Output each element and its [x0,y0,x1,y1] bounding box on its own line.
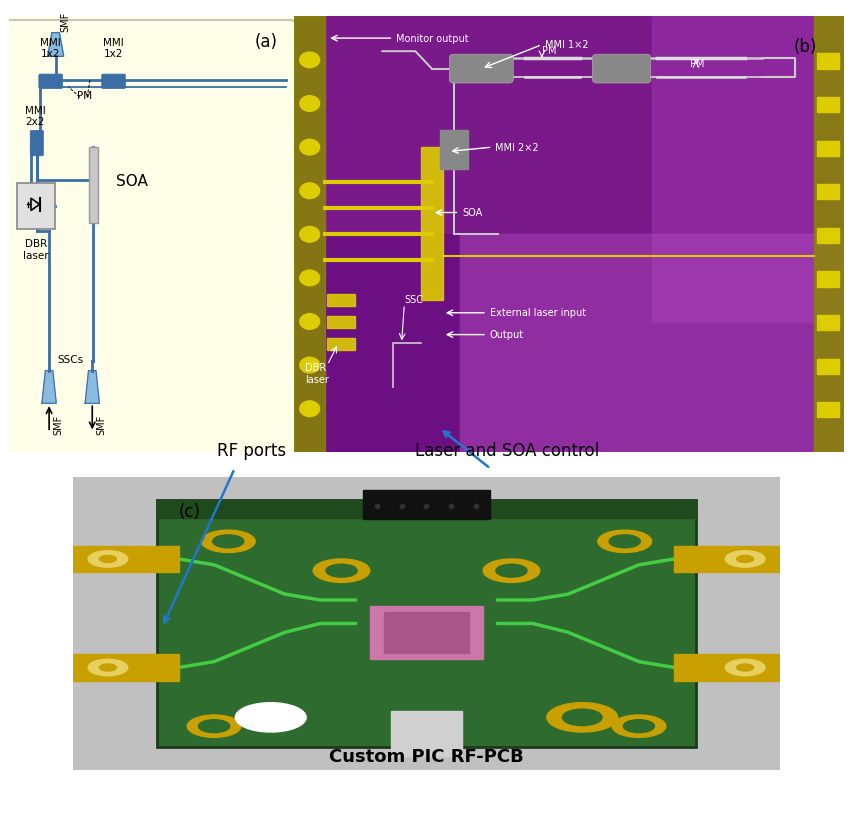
Bar [816,315,838,330]
Bar [327,316,354,328]
Bar [816,184,838,200]
Bar [370,606,482,659]
Circle shape [235,703,306,732]
Text: DBR
laser: DBR laser [305,363,329,385]
Bar [72,546,179,572]
Text: Monitor output: Monitor output [395,34,468,44]
FancyBboxPatch shape [4,20,296,456]
Bar [440,130,467,169]
Circle shape [736,664,752,671]
Text: MMI 1×2: MMI 1×2 [544,40,587,50]
Text: Custom PIC RF-PCB: Custom PIC RF-PCB [329,748,523,766]
FancyBboxPatch shape [449,55,513,83]
Text: SMF: SMF [96,415,106,435]
FancyBboxPatch shape [592,55,650,83]
Circle shape [199,720,229,733]
Text: SMF: SMF [53,415,63,435]
Circle shape [597,531,651,553]
Circle shape [495,564,527,577]
FancyBboxPatch shape [89,147,98,223]
Text: MMI
1x2: MMI 1x2 [103,37,124,59]
Bar [458,235,843,452]
Circle shape [724,659,764,676]
Bar [383,612,469,653]
FancyBboxPatch shape [30,130,43,156]
Text: PM: PM [689,59,704,69]
Text: RF ports: RF ports [216,443,286,460]
Bar [327,294,354,306]
Bar [673,654,780,681]
Circle shape [100,664,116,671]
FancyBboxPatch shape [101,74,125,89]
Circle shape [325,564,357,577]
Bar [390,711,461,756]
Bar [294,235,458,452]
Circle shape [299,314,320,329]
Circle shape [299,52,320,68]
Bar [327,337,354,350]
Text: PM: PM [541,46,556,56]
Polygon shape [85,371,100,403]
Text: (c): (c) [179,503,200,521]
Circle shape [299,227,320,242]
FancyBboxPatch shape [16,183,55,229]
Circle shape [88,659,128,676]
Circle shape [299,95,320,112]
Text: Laser and SOA control: Laser and SOA control [415,443,599,460]
Circle shape [187,715,241,738]
Circle shape [299,183,320,199]
Text: PM: PM [77,91,92,101]
Text: MMI
1x2: MMI 1x2 [40,37,61,59]
Text: SOA: SOA [462,209,481,218]
Circle shape [212,535,244,548]
Bar [816,53,838,68]
Text: SSCs: SSCs [58,355,83,365]
FancyBboxPatch shape [39,74,62,89]
Circle shape [608,535,640,548]
Polygon shape [48,33,64,56]
Bar [816,140,838,156]
Bar [294,16,324,452]
Text: SSC: SSC [404,295,423,305]
Bar [816,271,838,287]
Circle shape [724,551,764,567]
Circle shape [561,709,602,725]
Circle shape [100,555,116,562]
Text: SMF: SMF [60,11,71,32]
Circle shape [201,531,255,553]
Circle shape [313,559,370,583]
Text: SOA: SOA [116,174,147,189]
Text: External laser input: External laser input [489,308,585,318]
Bar [651,16,843,321]
Polygon shape [42,371,56,403]
Circle shape [611,715,665,738]
Bar [816,97,838,112]
FancyBboxPatch shape [158,500,694,747]
Text: (b): (b) [792,38,816,56]
Bar [158,500,694,518]
Circle shape [299,401,320,416]
Circle shape [623,720,653,733]
Bar [816,359,838,374]
Bar [420,147,442,300]
Bar [816,402,838,417]
Bar [814,16,843,452]
Text: MMI
2x2: MMI 2x2 [25,106,46,127]
Circle shape [736,555,752,562]
Bar [72,654,179,681]
Text: DBR
laser: DBR laser [23,239,49,261]
Circle shape [482,559,539,583]
Circle shape [546,703,617,732]
Circle shape [88,551,128,567]
Text: (a): (a) [254,33,277,51]
Text: MMI 2×2: MMI 2×2 [494,143,538,153]
Circle shape [299,139,320,155]
Circle shape [299,270,320,286]
Circle shape [299,357,320,373]
Text: Output: Output [489,329,523,340]
Bar [362,490,490,519]
Bar [816,227,838,243]
Bar [673,546,780,572]
